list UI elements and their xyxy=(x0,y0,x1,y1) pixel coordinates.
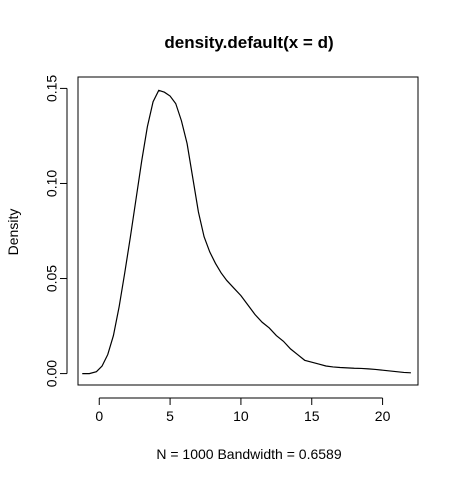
y-tick-label: 0.10 xyxy=(44,170,60,197)
x-tick-label: 15 xyxy=(304,408,320,424)
y-tick-label: 0.05 xyxy=(44,265,60,292)
x-tick-label: 5 xyxy=(166,408,174,424)
x-axis-label: N = 1000 Bandwidth = 0.6589 xyxy=(156,446,341,462)
x-tick-label: 10 xyxy=(233,408,249,424)
x-tick-label: 20 xyxy=(375,408,391,424)
y-axis: 0.00 0.05 0.10 0.15 xyxy=(44,75,68,387)
density-curve xyxy=(82,89,411,375)
plot-border xyxy=(77,76,419,386)
y-tick-label: 0.15 xyxy=(44,75,60,102)
chart-title: density.default(x = d) xyxy=(164,33,333,52)
y-tick-label: 0.00 xyxy=(44,360,60,387)
x-axis: 0 5 10 15 20 xyxy=(95,397,391,424)
x-tick-label: 0 xyxy=(95,408,103,424)
y-axis-label: Density xyxy=(5,209,21,256)
